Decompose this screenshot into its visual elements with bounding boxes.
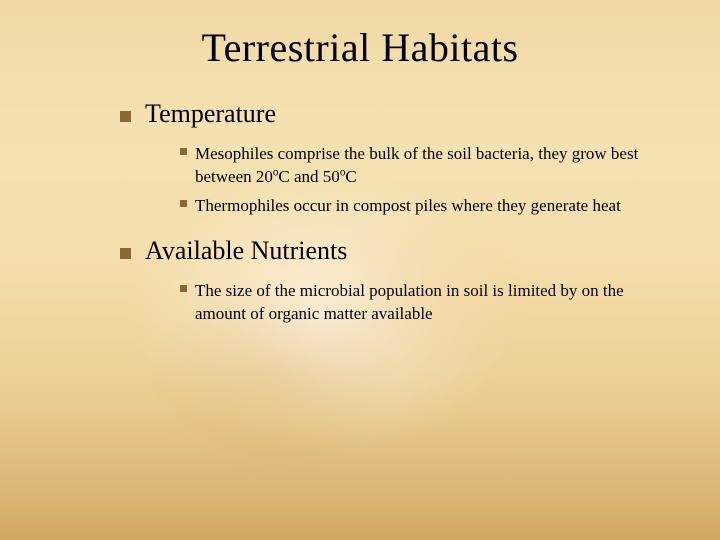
- nutrients-items: The size of the microbial population in …: [180, 280, 640, 326]
- list-item: The size of the microbial population in …: [180, 280, 640, 326]
- bullet-icon: [180, 148, 187, 155]
- item-text: Thermophiles occur in compost piles wher…: [195, 195, 640, 218]
- list-item: Mesophiles comprise the bulk of the soil…: [180, 143, 640, 189]
- bullet-icon: [180, 285, 187, 292]
- bullet-icon: [120, 248, 131, 259]
- temperature-items: Mesophiles comprise the bulk of the soil…: [180, 143, 640, 218]
- section-heading: Available Nutrients: [145, 236, 347, 265]
- bullet-icon: [180, 200, 187, 207]
- item-text: The size of the microbial population in …: [195, 280, 640, 326]
- section-temperature: Temperature: [120, 99, 680, 129]
- slide-title: Terrestrial Habitats: [40, 24, 680, 71]
- section-nutrients: Available Nutrients: [120, 236, 680, 266]
- bullet-icon: [120, 111, 131, 122]
- section-heading: Temperature: [145, 99, 276, 128]
- slide: Terrestrial Habitats Temperature Mesophi…: [0, 0, 720, 540]
- item-text: Mesophiles comprise the bulk of the soil…: [195, 143, 640, 189]
- list-item: Thermophiles occur in compost piles wher…: [180, 195, 640, 218]
